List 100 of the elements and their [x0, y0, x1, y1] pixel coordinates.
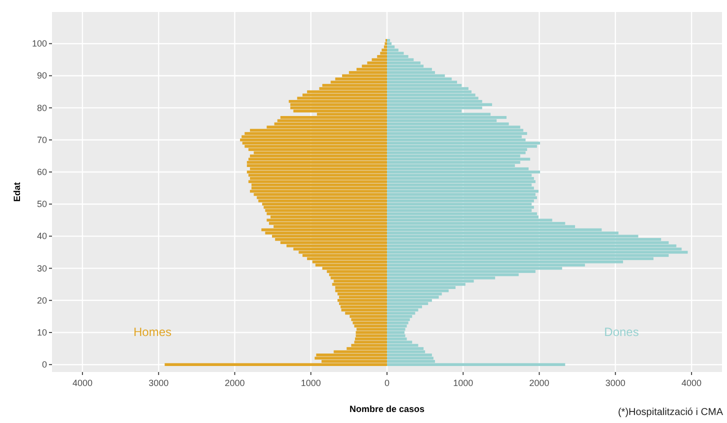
- bar: [387, 61, 420, 64]
- text: (*)Hospitalització i CMA: [618, 407, 724, 418]
- bar: [326, 270, 387, 273]
- x-tick-label: 4000: [682, 378, 702, 388]
- x-tick-label: 1000: [300, 378, 321, 388]
- bar: [387, 331, 405, 334]
- x-tick-label: 3000: [148, 378, 169, 388]
- y-tick-label: 70: [36, 134, 47, 145]
- bar: [387, 324, 407, 328]
- bar: [387, 142, 540, 145]
- x-tick-label: 2000: [224, 378, 245, 388]
- bar: [387, 103, 492, 106]
- bar: [334, 280, 387, 283]
- x-tick-label: 3000: [605, 378, 626, 388]
- bar: [302, 254, 387, 257]
- bar: [250, 177, 387, 180]
- bar: [288, 100, 387, 103]
- y-axis-title: Edat: [12, 182, 22, 202]
- bar: [387, 308, 418, 312]
- bar: [387, 321, 408, 324]
- bar: [387, 302, 428, 306]
- bar: [250, 154, 387, 158]
- bar: [387, 80, 458, 84]
- bar: [380, 52, 387, 55]
- bar: [354, 324, 387, 328]
- y-tick-label: 10: [36, 327, 47, 338]
- bar: [330, 276, 387, 280]
- bar: [387, 39, 390, 42]
- bar: [277, 119, 387, 122]
- bar: [387, 177, 534, 180]
- bar: [332, 282, 387, 286]
- bar: [270, 216, 387, 218]
- bar: [268, 222, 387, 225]
- bar: [251, 186, 387, 190]
- bar: [351, 318, 387, 322]
- bar: [164, 363, 387, 366]
- bar: [387, 42, 392, 46]
- y-tick-label: 100: [32, 38, 47, 49]
- bar: [275, 238, 387, 241]
- bar: [265, 209, 387, 212]
- bar: [387, 116, 507, 119]
- bar: [387, 87, 468, 90]
- bar: [387, 354, 432, 356]
- bar: [387, 170, 540, 174]
- bar: [387, 183, 532, 186]
- bar: [352, 321, 387, 324]
- bar: [280, 116, 387, 119]
- bar: [335, 286, 387, 289]
- x-tick-label: 0: [384, 378, 390, 388]
- y-tick-label: 80: [36, 102, 47, 113]
- bar: [387, 126, 520, 128]
- text: Homes: [133, 325, 172, 339]
- bar: [248, 148, 387, 151]
- bar: [387, 202, 532, 206]
- bar: [355, 338, 387, 340]
- x-tick-label: 1000: [453, 378, 474, 388]
- bar: [246, 170, 387, 174]
- bar: [339, 302, 387, 306]
- bar: [254, 193, 387, 196]
- bar: [246, 164, 387, 167]
- y-tick-label: 90: [36, 70, 47, 81]
- bar: [315, 264, 387, 266]
- bar: [246, 160, 387, 164]
- bar: [290, 103, 387, 106]
- bar: [387, 328, 406, 331]
- bar: [387, 315, 412, 318]
- bar: [262, 202, 387, 206]
- bar: [338, 292, 387, 296]
- bar: [387, 132, 528, 135]
- bar: [265, 232, 387, 234]
- bar: [354, 340, 387, 344]
- bar: [387, 193, 536, 196]
- bar: [266, 218, 387, 222]
- y-tick-label: 0: [42, 360, 47, 370]
- bar: [387, 363, 566, 366]
- bar: [251, 183, 387, 186]
- bar: [322, 84, 387, 87]
- bar: [387, 94, 476, 96]
- bar: [240, 138, 387, 142]
- y-tick-label: 30: [36, 263, 47, 274]
- bar: [387, 347, 424, 350]
- y-tick-label: 50: [36, 199, 47, 210]
- bar: [387, 318, 410, 322]
- bar: [387, 334, 406, 338]
- bar: [387, 199, 534, 202]
- x-tick-label: 2000: [529, 378, 550, 388]
- text: Dones: [604, 325, 639, 339]
- bar: [248, 180, 387, 184]
- x-tick-label: 4000: [72, 378, 92, 388]
- bar: [293, 110, 387, 112]
- bar: [382, 48, 387, 52]
- bar: [356, 331, 387, 334]
- bar: [387, 180, 536, 184]
- bar: [258, 199, 387, 202]
- bar: [244, 132, 387, 135]
- y-tick-label: 20: [36, 295, 47, 306]
- bar: [341, 308, 387, 312]
- x-axis-title: Nombre de casos: [349, 404, 425, 414]
- bar: [242, 142, 387, 145]
- bar: [316, 354, 387, 356]
